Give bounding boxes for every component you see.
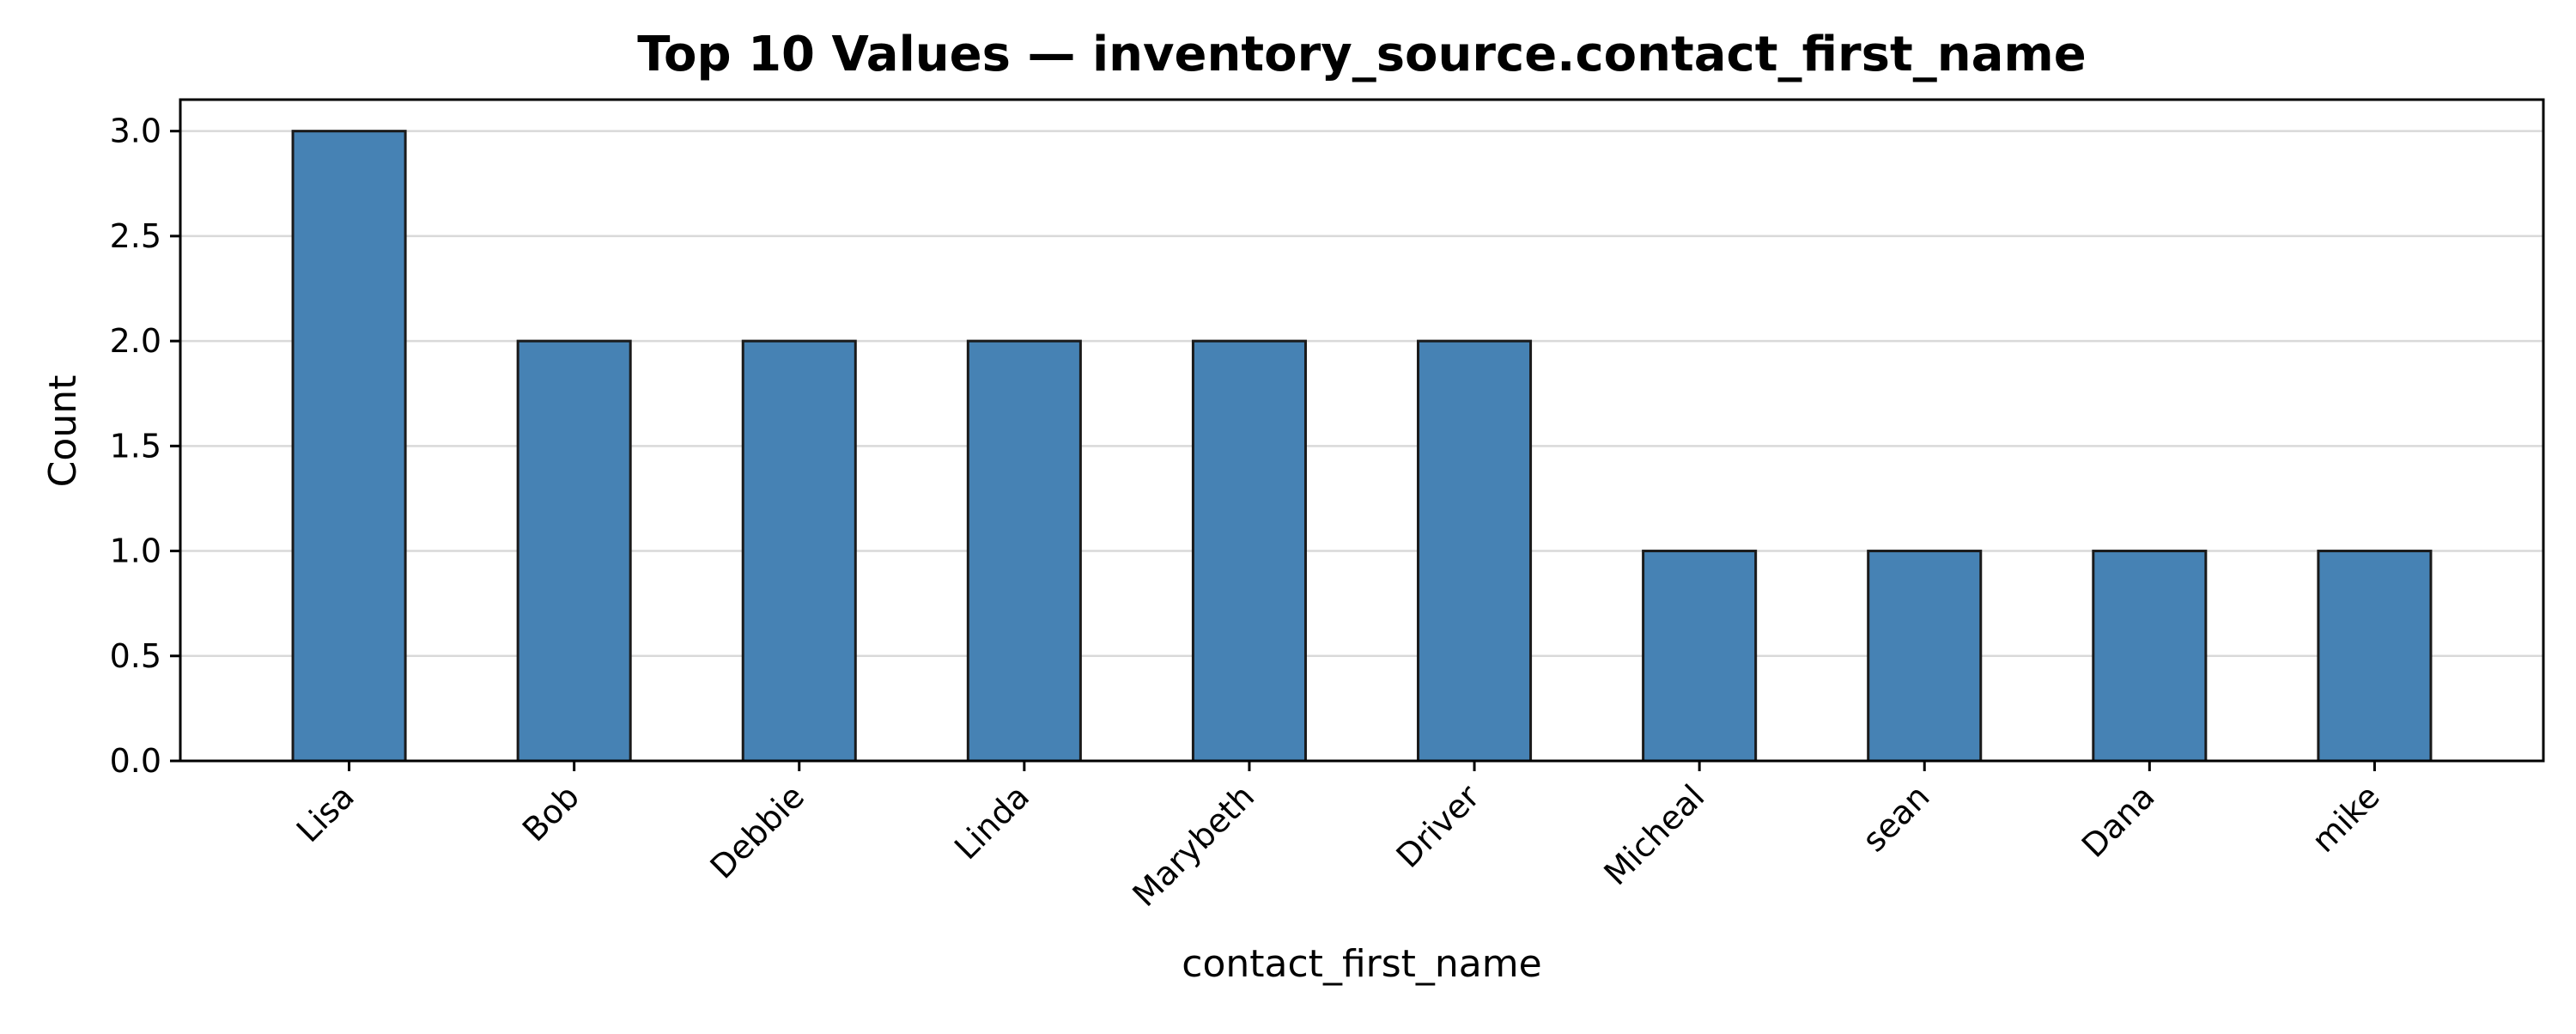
bar-driver (1417, 339, 1533, 763)
x-tick-label: Marybeth (1125, 777, 1261, 914)
y-tick-label: 1.0 (110, 532, 161, 570)
y-tick-label: 0.5 (110, 637, 161, 675)
bar-debbie (741, 339, 857, 763)
plot-frame (179, 98, 2545, 763)
bar-marybeth (1191, 339, 1307, 763)
y-tick-label: 3.0 (110, 113, 161, 150)
bar-bob (516, 339, 632, 763)
x-tick-label: Linda (947, 777, 1036, 867)
bar-micheal (1642, 550, 1758, 763)
bar-dana (2092, 550, 2208, 763)
bar-lisa (291, 130, 407, 763)
y-tick-label: 2.0 (110, 322, 161, 360)
bars (291, 130, 2433, 763)
x-tick-label: mike (2305, 777, 2387, 860)
y-axis-label: Count (41, 375, 85, 488)
x-tick-label: Dana (2075, 777, 2162, 865)
x-tick-label: Bob (515, 777, 586, 848)
x-tick-label: Lisa (289, 777, 361, 849)
y-axis-ticks: 0.0 0.5 1.0 1.5 2.0 2.5 3.0 (110, 113, 180, 780)
bar-linda (966, 339, 1082, 763)
bar-sean (1867, 550, 1983, 763)
x-tick-label: Micheal (1596, 777, 1711, 892)
x-axis-label: contact_first_name (1182, 942, 1541, 986)
y-tick-label: 0.0 (110, 742, 161, 780)
x-axis-ticks: Lisa Bob Debbie Linda Marybeth Driver Micheal s… (289, 761, 2387, 914)
x-tick-label: Debbie (703, 777, 811, 885)
x-tick-label: Driver (1389, 777, 1487, 875)
y-tick-label: 1.5 (110, 427, 161, 465)
bar-mike (2317, 550, 2433, 763)
x-tick-label: sean (1855, 777, 1936, 859)
chart-title: Top 10 Values — inventory_source.contact… (637, 27, 2086, 82)
y-tick-label: 2.5 (110, 217, 161, 255)
